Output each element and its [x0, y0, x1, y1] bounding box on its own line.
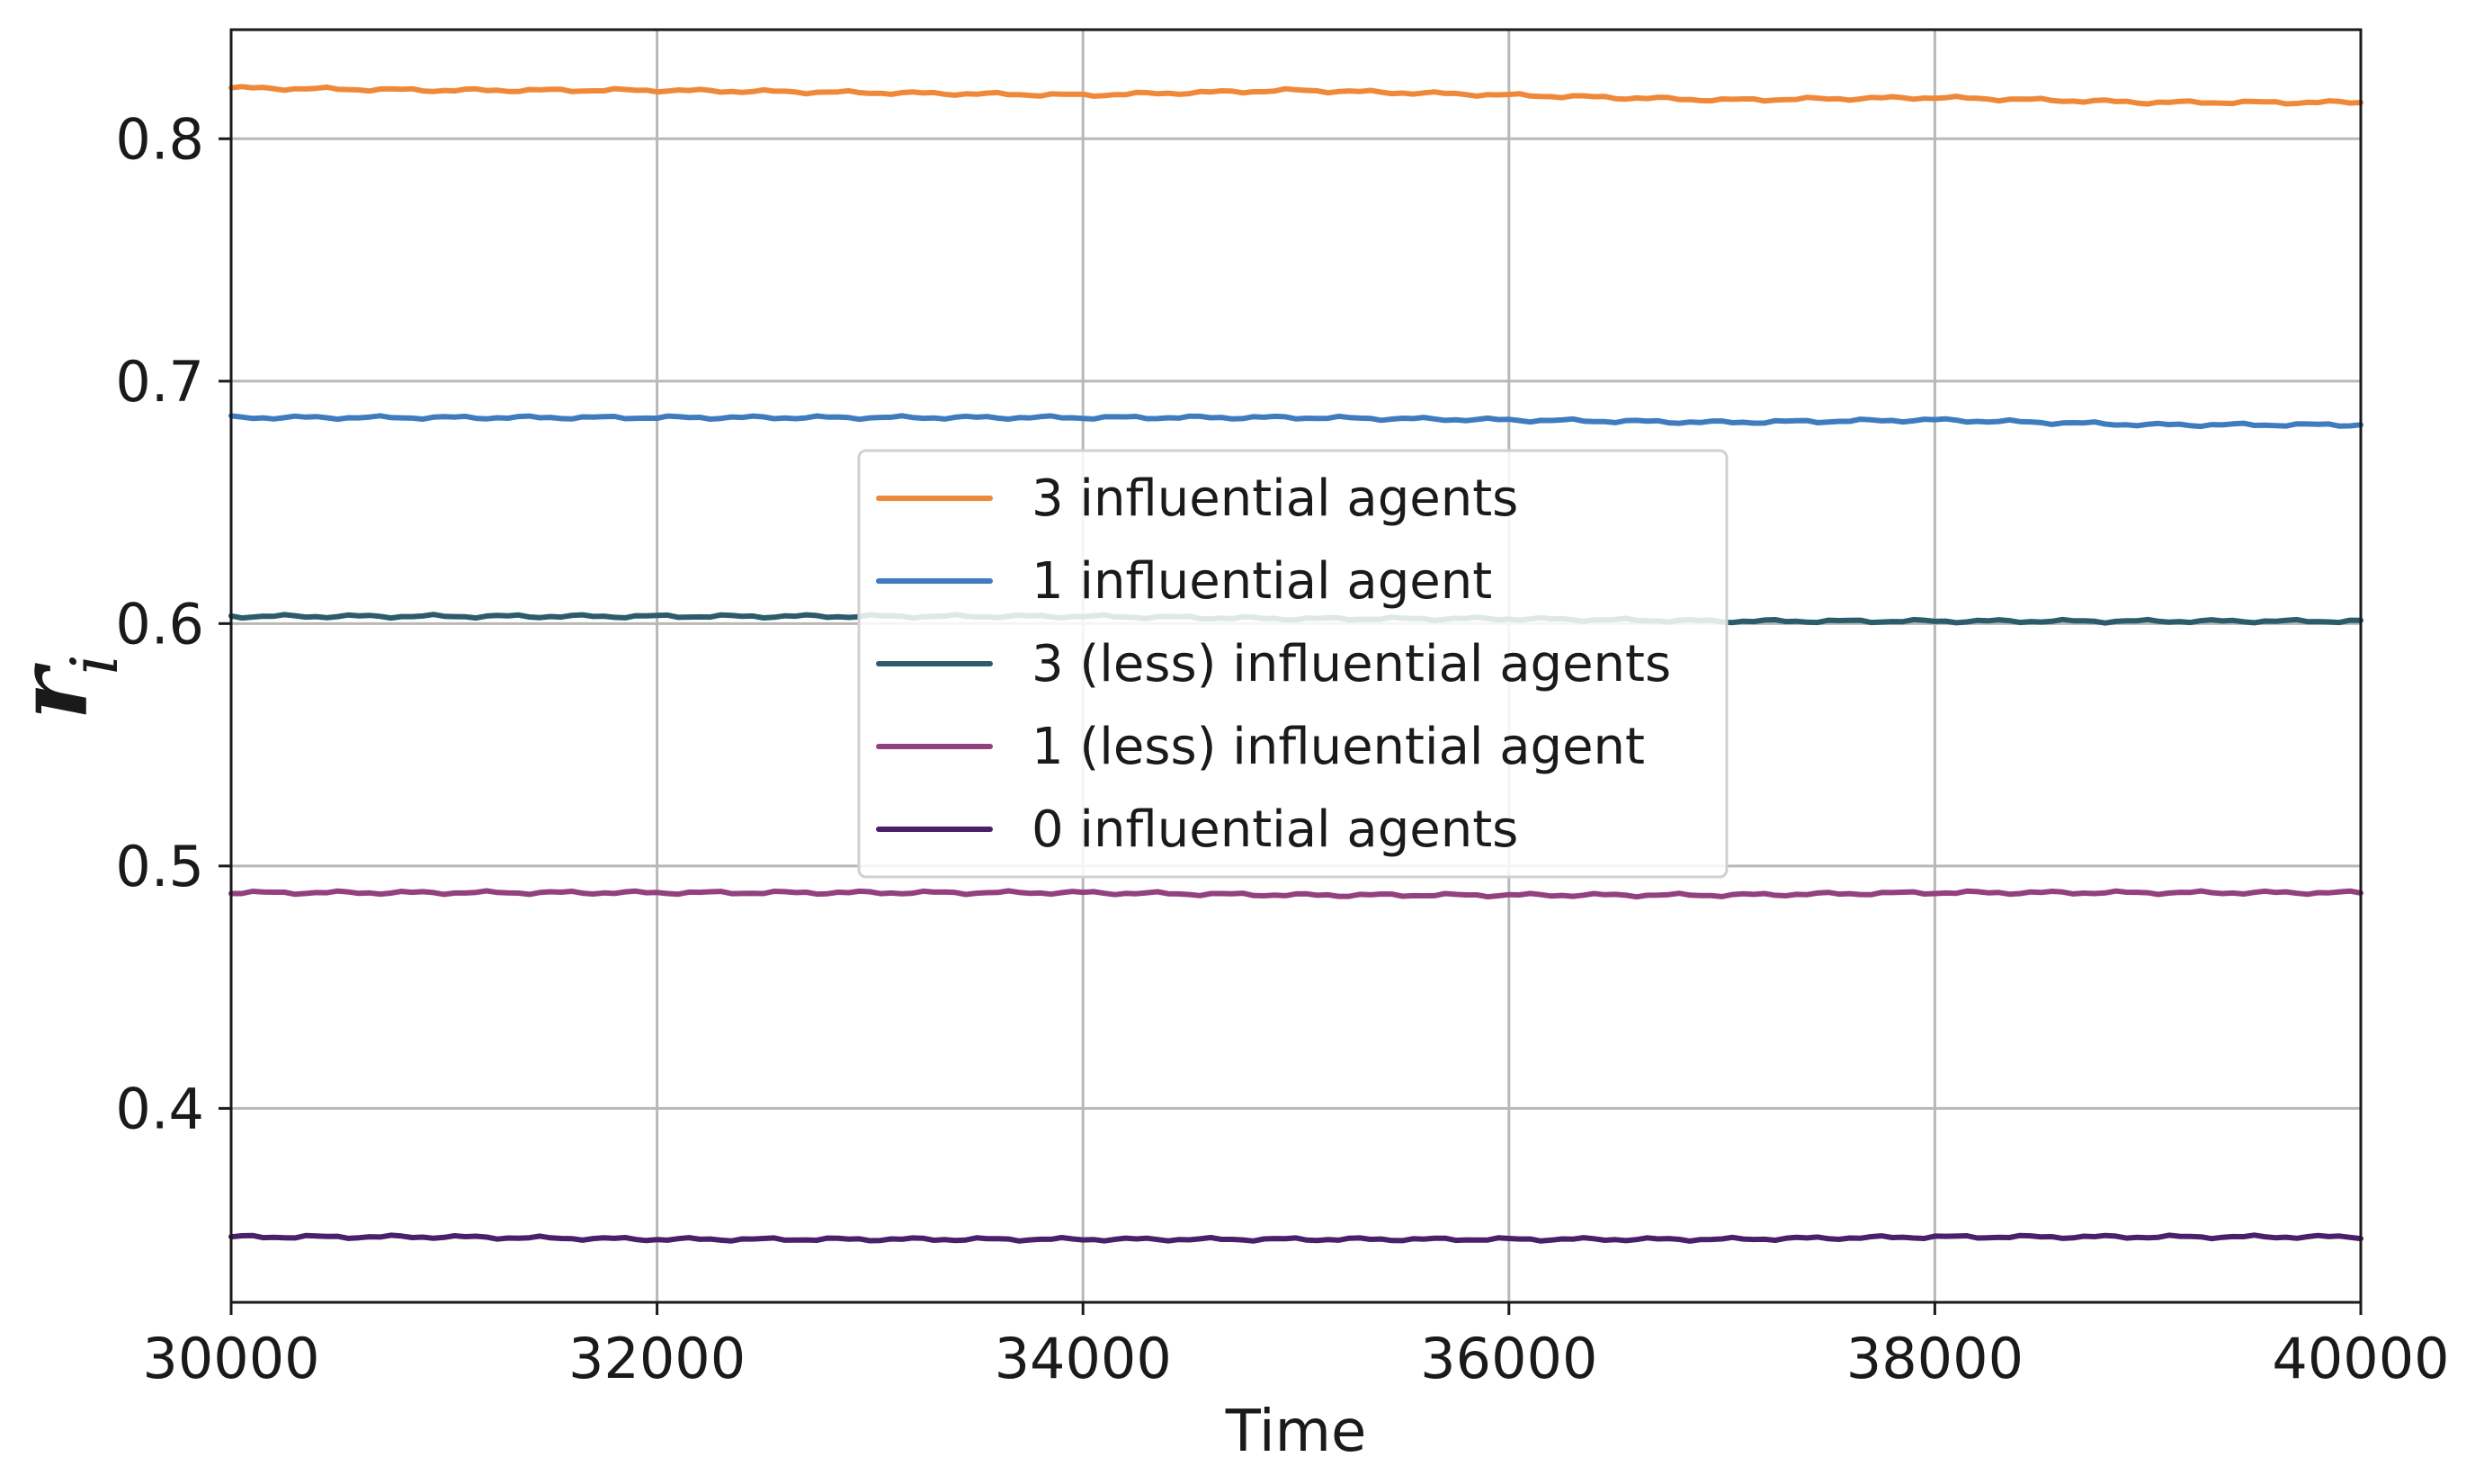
legend-label: 1 (less) influential agent — [1032, 718, 1645, 776]
series-line — [228, 888, 2363, 900]
x-tick-label: 36000 — [1420, 1326, 1597, 1391]
y-tick-label: 0.7 — [115, 349, 204, 415]
x-tick-label: 34000 — [995, 1326, 1172, 1391]
x-axis-title: Time — [1225, 1399, 1367, 1465]
x-tick-label: 38000 — [1846, 1326, 2024, 1391]
plot-frame — [229, 28, 2363, 1304]
ticks: 30000 32000 34000 36000 38000 40000 0.4 0.5 0.6 0… — [115, 106, 2449, 1391]
legend-label: 3 influential agents — [1032, 469, 1518, 528]
legend-label: 3 (less) influential agents — [1032, 635, 1671, 693]
y-axis-title-subscript: i — [57, 654, 132, 675]
legend-label: 1 influential agent — [1032, 552, 1492, 611]
legend: 3 influential agents 1 influential agent 3… — [857, 449, 1729, 879]
y-axis-title: r i — [0, 654, 132, 720]
legend-box — [857, 449, 1729, 879]
y-tick-label: 0.6 — [115, 591, 204, 657]
x-tick-label: 30000 — [142, 1326, 319, 1391]
series-line — [228, 413, 2363, 430]
x-tick-label: 40000 — [2272, 1326, 2449, 1391]
series-line — [228, 84, 2363, 107]
x-tick-label: 32000 — [568, 1326, 746, 1391]
y-axis-title-main: r — [0, 663, 110, 720]
y-tick-label: 0.4 — [115, 1076, 204, 1141]
y-tick-label: 0.8 — [115, 106, 204, 172]
series-line — [228, 1232, 2363, 1244]
legend-label: 0 influential agents — [1032, 800, 1518, 859]
y-tick-label: 0.5 — [115, 834, 204, 899]
